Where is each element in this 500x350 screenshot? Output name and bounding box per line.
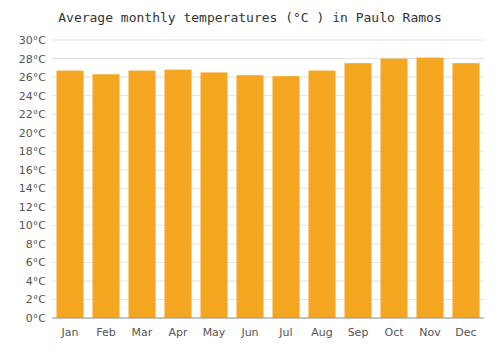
y-tick-label: 16°C bbox=[19, 164, 46, 177]
y-tick-label: 20°C bbox=[19, 127, 46, 140]
x-tick-label: Jan bbox=[61, 326, 79, 339]
y-tick-label: 0°C bbox=[26, 312, 46, 325]
chart-container: Average monthly temperatures (°C ) in Pa… bbox=[0, 0, 500, 350]
x-axis-line bbox=[52, 318, 484, 319]
y-tick-label: 30°C bbox=[19, 34, 46, 47]
x-tick-label: Oct bbox=[384, 326, 404, 339]
bar bbox=[129, 71, 156, 318]
grid bbox=[52, 40, 484, 318]
x-tick-label: Jun bbox=[240, 326, 258, 339]
bar bbox=[237, 75, 264, 318]
grid-line bbox=[52, 40, 484, 41]
bar bbox=[273, 76, 300, 318]
bar bbox=[417, 58, 444, 318]
y-tick-label: 24°C bbox=[19, 90, 46, 103]
chart: Average monthly temperatures (°C ) in Pa… bbox=[0, 0, 500, 350]
x-tick-label: Aug bbox=[311, 326, 332, 339]
y-tick-label: 8°C bbox=[26, 238, 46, 251]
bar bbox=[165, 70, 192, 318]
bar bbox=[93, 74, 120, 318]
x-tick-label: Feb bbox=[96, 326, 115, 339]
y-tick-label: 4°C bbox=[26, 275, 46, 288]
y-tick-label: 14°C bbox=[19, 182, 46, 195]
y-tick-label: 22°C bbox=[19, 108, 46, 121]
y-tick-label: 12°C bbox=[19, 201, 46, 214]
grid-line bbox=[52, 318, 484, 319]
bar bbox=[57, 71, 84, 318]
x-tick-label: Nov bbox=[419, 326, 441, 339]
y-tick-label: 28°C bbox=[19, 53, 46, 66]
x-axis: Jan Feb Mar Apr May Jun Jul Aug Sep Oct Nov Dec bbox=[52, 318, 484, 339]
bars bbox=[57, 58, 480, 318]
bar bbox=[453, 63, 480, 318]
y-axis: 0°C 2°C 4°C 6°C 8°C 10°C 12°C 14°C 16°C 18°C 20°C 2… bbox=[19, 34, 46, 325]
y-tick-label: 10°C bbox=[19, 219, 46, 232]
x-tick-label: Jul bbox=[278, 326, 292, 339]
x-tick-label: Apr bbox=[168, 326, 188, 339]
y-tick-label: 26°C bbox=[19, 71, 46, 84]
bar bbox=[201, 72, 228, 318]
y-tick-label: 18°C bbox=[19, 145, 46, 158]
bar bbox=[381, 59, 408, 318]
title: Average monthly temperatures (°C ) in Pa… bbox=[58, 10, 442, 25]
x-tick-label: Mar bbox=[132, 326, 153, 339]
y-tick-label: 2°C bbox=[26, 293, 46, 306]
x-tick-label: May bbox=[203, 326, 226, 339]
bar bbox=[345, 63, 372, 318]
y-tick-label: 6°C bbox=[26, 256, 46, 269]
bar bbox=[309, 71, 336, 318]
x-tick-label: Sep bbox=[348, 326, 369, 339]
x-tick-label: Dec bbox=[455, 326, 476, 339]
